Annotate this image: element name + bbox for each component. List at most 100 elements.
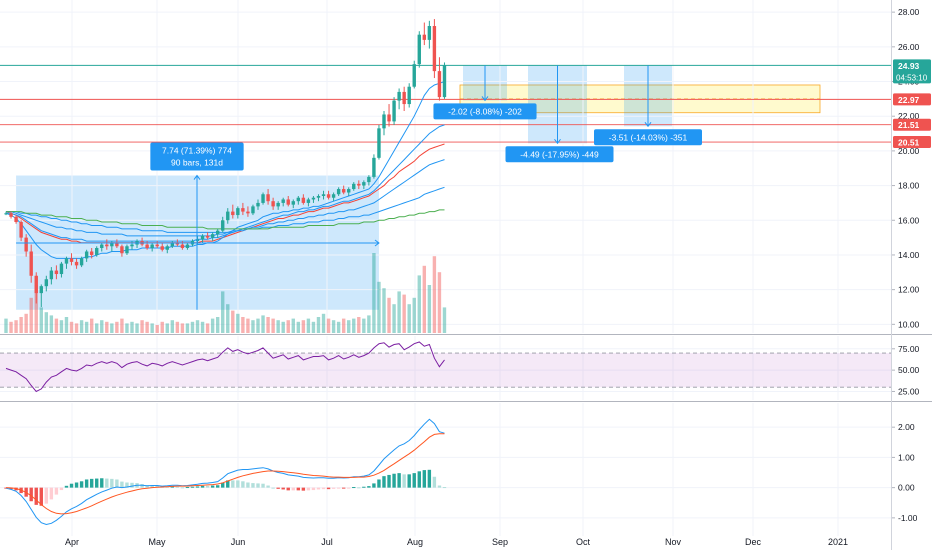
macd-histogram-bar [412,473,416,488]
volume-bar [437,272,442,333]
candle-body [160,246,164,250]
macd-histogram-bar [321,487,326,490]
macd-histogram-bar [29,487,33,502]
candle-body [271,201,275,207]
candle-body [412,64,416,87]
price-tick-label: 28.00 [898,7,920,17]
candle-body [402,91,406,105]
projection-label[interactable] [433,103,537,120]
time-axis-label: Aug [407,537,423,547]
candle-body [367,176,371,183]
price-tick-label: 18.00 [898,181,920,191]
projection-label-text: -4.49 (-17.95%) -449 [520,149,599,159]
candle-body [387,114,391,122]
rsi-tick-label: 50.00 [898,365,920,375]
candle-body [165,246,169,250]
macd-histogram-bar [256,483,260,488]
volume-bar [44,312,49,333]
candle-body [155,244,159,247]
candle-body [221,220,225,231]
macd-histogram-bar [382,476,386,488]
volume-bar [69,321,74,333]
macd-histogram-bar [352,487,356,489]
macd-histogram-bar [301,487,306,491]
candle-body [195,239,200,242]
candle-body [432,26,437,72]
volume-bar [241,317,245,333]
moving-average-line [6,159,445,237]
macd-histogram-bar [150,485,154,488]
candle-body [24,237,28,252]
candle-body [54,270,59,275]
price-tag [893,118,931,131]
volume-bar [135,323,139,333]
macd-histogram-bar [427,469,432,488]
candle-body [64,258,69,264]
macd-histogram-bar [54,487,59,495]
projection-arrow-head [554,138,561,145]
measure-label[interactable] [150,142,244,171]
price-tag-countdown: 04:53:10 [896,73,928,82]
macd-histogram-bar [276,487,280,489]
macd-histogram-bar [100,478,104,488]
moving-average-line [6,209,445,230]
macd-histogram-bar [49,487,54,500]
volume-bar [321,313,326,333]
candle-body [281,199,285,203]
price-tick-label: 22.00 [898,111,920,121]
candle-body [9,213,13,217]
volume-bar [89,318,94,333]
macd-histogram-bar [190,486,195,488]
volume-bar [422,265,427,333]
macd-histogram-bar [437,485,442,488]
price-tag-value: 21.51 [898,120,920,130]
macd-tick-label: 1.00 [898,452,915,462]
macd-histogram-bar [417,471,421,488]
candle-body [125,246,129,254]
candle-body [200,235,205,240]
macd-histogram-bar [236,480,240,488]
macd-histogram-bar [362,486,366,488]
volume-bar [150,323,154,333]
volume-bar [392,304,396,333]
rsi-line [5,341,445,393]
rsi-band [0,353,891,388]
macd-histogram-bar [331,487,336,489]
macd-histogram-bar [357,487,361,489]
measure-label-text: 7.74 (71.39%) 774 [162,146,232,156]
volume-bar [407,304,411,333]
macd-histogram-bar [442,487,447,489]
macd-histogram-bar [165,486,169,488]
candle-body [397,91,401,101]
macd-histogram-bar [145,485,149,488]
candle-body [180,244,185,249]
candle-body [226,211,230,221]
macd-tick-label: -1.00 [898,513,918,523]
candle-body [372,157,376,177]
volume-bar [251,320,255,333]
macd-histogram-bar [74,482,79,488]
macd-histogram-bar [281,487,285,490]
macd-histogram-bar [79,481,84,488]
projection-label[interactable] [594,129,702,146]
volume-bar [261,315,265,333]
candle-body [377,128,381,158]
price-tick-label: 20.00 [898,146,920,156]
price-tag-value: 20.51 [898,138,920,148]
macd-histogram-bar [422,470,427,488]
macd-tick-label: 0.00 [898,483,915,493]
macd-histogram-bar [296,487,301,491]
volume-bar [175,321,180,333]
volume-bar [281,321,285,333]
measure-label-text: 90 bars, 131d [171,158,223,168]
projection-label[interactable] [505,146,614,163]
volume-bar [432,256,437,333]
candle-body [89,251,94,255]
macd-histogram-bar [336,487,341,489]
price-tick-label: 14.00 [898,250,920,260]
candle-body [392,100,396,122]
volume-bar [160,321,164,333]
time-axis-label: Sep [492,537,508,547]
